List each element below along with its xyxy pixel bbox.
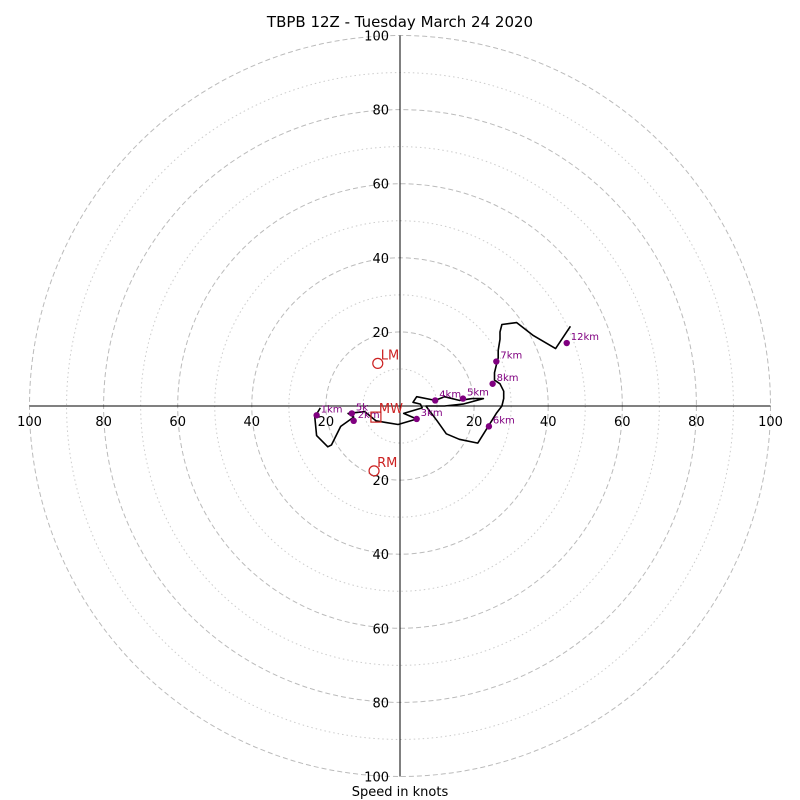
storm-motion-marker-RM: [368, 465, 380, 477]
height-marker-1km: [313, 412, 320, 419]
storm-motion-markers: LM MW RM: [368, 348, 403, 477]
height-marker-12km: [563, 339, 570, 347]
height-marker-7km: [493, 358, 500, 365]
height-marker-5k: [348, 410, 356, 417]
height-marker-3km: [413, 415, 420, 423]
storm-motion-marker-MW: [370, 411, 382, 423]
y-tick-label: 60: [372, 622, 389, 637]
y-tick-label: 20: [372, 326, 389, 341]
storm-motion-label: LM: [381, 348, 399, 363]
x-tick-label: 40: [244, 415, 261, 430]
x-tick-label: 80: [95, 415, 112, 430]
height-marker-label: 3km: [421, 408, 443, 419]
y-tick-label: 80: [372, 696, 389, 711]
x-tick-label: 100: [758, 415, 783, 430]
storm-motion-label: RM: [377, 456, 397, 471]
tick-labels: 100 80 60 40 20 20 40 60 80 100 100 80 60 40 20 20 40 60 8…: [17, 30, 783, 786]
height-markers: 1km 2km 3km 4km 5km 6km 7km 8km 12km 5k: [313, 332, 599, 430]
hodograph-trace: [314, 321, 572, 448]
x-tick-label: 80: [688, 415, 705, 430]
y-tick-label: 60: [372, 178, 389, 193]
storm-motion-marker-LM: [372, 357, 384, 369]
hodograph-line: [314, 321, 572, 448]
y-tick-label: 100: [364, 771, 389, 786]
height-marker-5km: [459, 395, 467, 402]
height-marker-label: 12km: [571, 332, 599, 343]
y-tick-label: 20: [372, 474, 389, 489]
y-tick-label: 40: [372, 252, 389, 267]
height-marker-label: 8km: [497, 373, 519, 384]
height-marker-label: 2km: [358, 410, 380, 421]
height-marker-2km: [350, 417, 357, 425]
y-tick-label: 80: [372, 104, 389, 119]
height-marker-label: 4km: [439, 389, 461, 400]
height-marker-label: 5k: [356, 402, 368, 413]
x-tick-label: 60: [169, 415, 186, 430]
height-marker-label: 7km: [500, 351, 522, 362]
height-marker-label: 5km: [467, 388, 489, 399]
height-marker-label: 6km: [493, 415, 515, 426]
x-axis-label: Speed in knots: [352, 785, 449, 800]
x-tick-label: 60: [614, 415, 631, 430]
storm-motion-label: MW: [379, 402, 403, 417]
y-tick-label: 40: [372, 548, 389, 563]
height-marker-4km: [431, 397, 439, 404]
height-marker-label: 1km: [321, 404, 343, 415]
x-tick-label: 40: [540, 415, 557, 430]
height-marker-6km: [485, 423, 493, 430]
x-tick-label: 20: [318, 415, 335, 430]
x-tick-label: 100: [17, 415, 42, 430]
x-tick-label: 20: [466, 415, 483, 430]
y-tick-label: 100: [364, 30, 389, 45]
axes: [29, 35, 771, 777]
height-marker-8km: [489, 380, 496, 387]
chart-title: TBPB 12Z - Tuesday March 24 2020: [266, 13, 533, 31]
